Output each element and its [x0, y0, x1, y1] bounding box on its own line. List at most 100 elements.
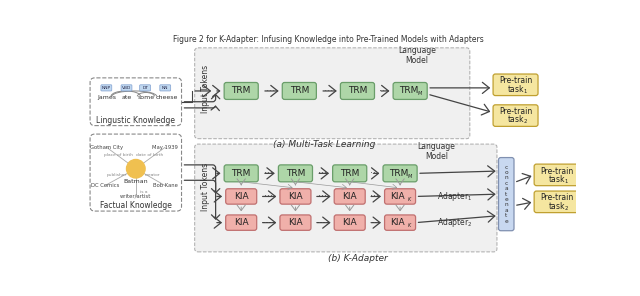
Text: ···: ··· [318, 218, 327, 228]
FancyBboxPatch shape [534, 164, 579, 186]
Text: KIA: KIA [234, 192, 248, 201]
Text: creator: creator [145, 173, 161, 177]
Text: some: some [138, 95, 156, 100]
Text: TRM: TRM [340, 169, 360, 178]
Circle shape [127, 160, 145, 178]
FancyBboxPatch shape [493, 74, 538, 96]
Text: TRM: TRM [232, 169, 251, 178]
Text: KIA: KIA [288, 218, 303, 227]
Text: KIA: KIA [390, 192, 405, 201]
FancyBboxPatch shape [385, 189, 415, 204]
Text: Gotham City: Gotham City [90, 145, 123, 150]
Text: $_{M}$: $_{M}$ [417, 90, 423, 98]
FancyBboxPatch shape [280, 189, 311, 204]
Text: KIA: KIA [342, 218, 357, 227]
Text: ···: ··· [380, 86, 388, 96]
Text: Language
Model: Language Model [398, 46, 436, 65]
FancyBboxPatch shape [393, 83, 428, 99]
Text: task$_1$: task$_1$ [507, 83, 527, 96]
Text: Pre-train: Pre-train [540, 194, 573, 202]
FancyBboxPatch shape [340, 83, 374, 99]
Text: Batman: Batman [124, 179, 148, 184]
FancyBboxPatch shape [333, 165, 367, 182]
FancyBboxPatch shape [195, 144, 497, 252]
Text: DT: DT [142, 86, 148, 90]
Text: DC Comics: DC Comics [91, 183, 119, 188]
Text: publisher: publisher [107, 173, 127, 177]
Text: TRM: TRM [290, 86, 309, 95]
Text: ···: ··· [266, 86, 275, 96]
Text: Adapter$_2$: Adapter$_2$ [437, 216, 472, 229]
Text: KIA: KIA [234, 218, 248, 227]
Text: KIA: KIA [390, 218, 405, 227]
Text: ate: ate [122, 95, 132, 100]
Text: cheese: cheese [156, 95, 178, 100]
Text: ···: ··· [264, 168, 273, 178]
Text: ···: ··· [318, 168, 327, 178]
Text: VBD: VBD [122, 86, 131, 90]
Text: $_{K}$: $_{K}$ [407, 195, 413, 204]
FancyBboxPatch shape [280, 215, 311, 230]
Text: Bob Kane: Bob Kane [153, 183, 178, 188]
FancyBboxPatch shape [226, 189, 257, 204]
Text: Input Tokens: Input Tokens [201, 163, 210, 210]
FancyBboxPatch shape [224, 165, 259, 182]
FancyBboxPatch shape [140, 85, 150, 91]
FancyBboxPatch shape [195, 48, 470, 139]
FancyBboxPatch shape [334, 215, 365, 230]
Text: Pre-train: Pre-train [499, 107, 532, 116]
Text: (b) K-Adapter: (b) K-Adapter [328, 254, 387, 263]
Text: Input Tokens: Input Tokens [201, 65, 210, 113]
Text: ···: ··· [264, 192, 273, 202]
Text: task$_2$: task$_2$ [548, 200, 569, 213]
Text: ···: ··· [324, 86, 333, 96]
FancyBboxPatch shape [160, 85, 171, 91]
Text: Pre-train: Pre-train [499, 76, 532, 86]
Text: TRM: TRM [348, 86, 367, 95]
FancyBboxPatch shape [278, 165, 312, 182]
FancyBboxPatch shape [90, 78, 182, 126]
FancyBboxPatch shape [493, 105, 538, 126]
Text: ···: ··· [371, 218, 380, 228]
FancyBboxPatch shape [534, 191, 579, 213]
FancyBboxPatch shape [499, 157, 514, 231]
Text: TRM: TRM [399, 86, 419, 95]
Text: Adapter$_1$: Adapter$_1$ [437, 190, 472, 203]
Text: Pre-train: Pre-train [540, 167, 573, 176]
Text: (a) Multi-Task Learning: (a) Multi-Task Learning [273, 140, 376, 149]
Text: TRM: TRM [232, 86, 251, 95]
Text: Lingustic Knowledge: Lingustic Knowledge [96, 116, 175, 125]
Text: ···: ··· [371, 192, 380, 202]
FancyBboxPatch shape [90, 134, 182, 211]
Text: place of birth: place of birth [104, 153, 133, 157]
FancyBboxPatch shape [101, 85, 112, 91]
Text: TRM: TRM [389, 169, 408, 178]
Text: KIA: KIA [288, 192, 303, 201]
FancyBboxPatch shape [282, 83, 316, 99]
Text: $_{K}$: $_{K}$ [407, 221, 413, 230]
Text: May 1939: May 1939 [152, 145, 178, 150]
Text: ···: ··· [318, 192, 327, 202]
Text: writer/artist: writer/artist [120, 193, 152, 198]
Text: task$_1$: task$_1$ [548, 173, 569, 186]
FancyBboxPatch shape [383, 165, 417, 182]
Text: NN: NN [162, 86, 168, 90]
FancyBboxPatch shape [385, 215, 415, 230]
Text: is a: is a [140, 190, 147, 194]
Text: ···: ··· [371, 168, 380, 178]
Text: James: James [97, 95, 116, 100]
Text: Figure 2 for K-Adapter: Infusing Knowledge into Pre-Trained Models with Adapters: Figure 2 for K-Adapter: Infusing Knowled… [173, 35, 483, 44]
FancyBboxPatch shape [224, 83, 259, 99]
Text: date of birth: date of birth [136, 153, 163, 157]
FancyBboxPatch shape [121, 85, 132, 91]
Text: c
o
n
c
a
t
e
n
a
t
e: c o n c a t e n a t e [504, 165, 508, 224]
FancyBboxPatch shape [226, 215, 257, 230]
Text: $_{M}$: $_{M}$ [407, 172, 413, 181]
Text: Language
Model: Language Model [417, 142, 456, 162]
Text: NNP: NNP [102, 86, 111, 90]
Text: ···: ··· [264, 218, 273, 228]
Text: TRM: TRM [286, 169, 305, 178]
Text: Factual Knowledge: Factual Knowledge [100, 201, 172, 210]
Text: KIA: KIA [342, 192, 357, 201]
Text: task$_2$: task$_2$ [507, 114, 527, 126]
